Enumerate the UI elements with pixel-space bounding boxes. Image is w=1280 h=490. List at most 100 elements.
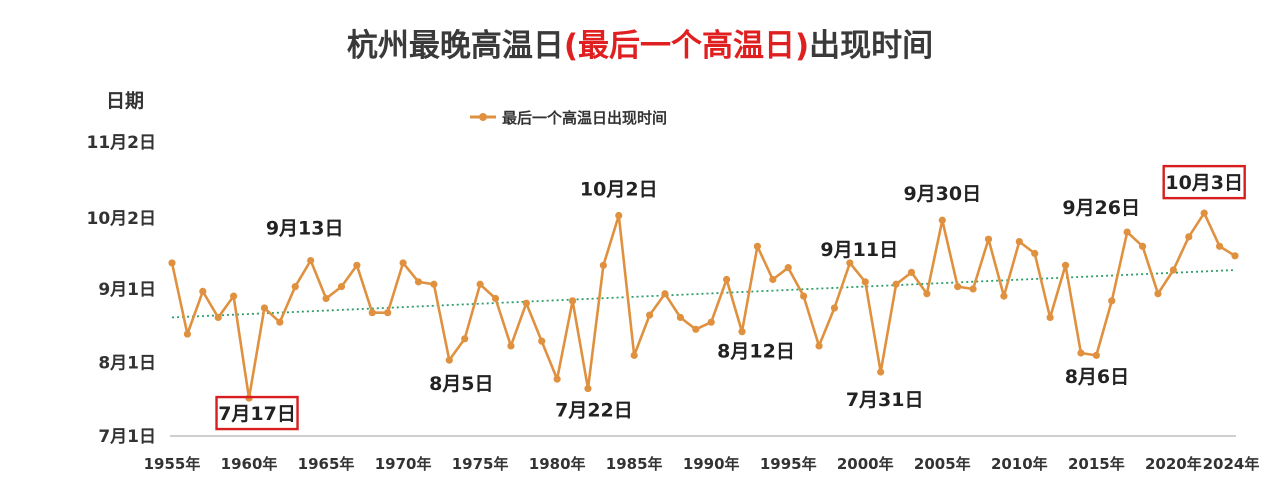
data-point xyxy=(1169,266,1177,274)
trend-line-layer xyxy=(171,269,1236,319)
data-point xyxy=(784,264,792,272)
x-tick-label: 2024年 xyxy=(1203,455,1260,473)
data-point xyxy=(230,292,238,300)
data-point xyxy=(584,384,592,393)
y-axis-label: 日期 xyxy=(106,90,144,112)
data-point xyxy=(1108,297,1116,305)
data-point xyxy=(1154,290,1162,298)
data-point xyxy=(538,337,546,345)
data-point xyxy=(877,368,885,376)
x-tick-label: 1995年 xyxy=(760,455,817,473)
annotation-label: 8月12日 xyxy=(717,341,795,363)
chart-title-suffix: 出现时间 xyxy=(809,28,933,64)
data-point xyxy=(276,318,284,326)
data-point xyxy=(461,335,469,343)
data-point xyxy=(553,375,561,383)
data-point xyxy=(630,351,638,359)
data-point xyxy=(892,280,900,288)
data-point xyxy=(1123,228,1131,236)
data-point xyxy=(645,311,654,319)
x-axis-ticks: 1955年 1960年 1965年 1970年 1975年 1980年 1985年 1990年… xyxy=(144,455,1260,473)
data-point xyxy=(337,283,346,291)
series-line xyxy=(170,211,1236,400)
y-tick-label: 7月1日 xyxy=(98,427,156,447)
data-point xyxy=(368,309,376,317)
data-point xyxy=(615,211,623,220)
data-point xyxy=(445,356,453,364)
x-tick-label: 1990年 xyxy=(683,455,740,473)
data-point xyxy=(568,297,577,305)
data-point xyxy=(1231,252,1239,260)
annotation-label: 8月5日 xyxy=(429,373,493,395)
chart-title: 杭州最晚高温日(最后一个高温日)出现时间 xyxy=(347,28,933,64)
annotation-label: 7月22日 xyxy=(555,400,633,422)
y-axis-ticks: 7月1日 8月1日 9月1日 10月2日 11月2日 xyxy=(87,133,157,447)
data-point xyxy=(599,261,607,269)
data-point xyxy=(830,304,839,312)
data-point xyxy=(1015,237,1023,246)
annotation-label: 9月13日 xyxy=(266,218,344,240)
annotation-label: 7月31日 xyxy=(846,389,924,411)
legend: 最后一个高温日出现时间 xyxy=(470,109,667,127)
data-point xyxy=(430,280,438,288)
data-point xyxy=(938,216,946,224)
data-point xyxy=(846,259,854,267)
data-point xyxy=(815,342,823,350)
data-point xyxy=(954,283,962,291)
data-point xyxy=(800,292,808,300)
x-tick-label: 2015年 xyxy=(1068,455,1125,473)
legend-label: 最后一个高温日出现时间 xyxy=(502,109,667,127)
annotation-highlight-box xyxy=(215,395,299,431)
data-point xyxy=(353,261,361,269)
annotation-label: 9月26日 xyxy=(1062,197,1140,219)
annotation-highlight-box xyxy=(1162,164,1246,200)
data-point xyxy=(260,304,269,312)
annotation-label: 9月11日 xyxy=(820,239,898,261)
x-tick-label: 1960年 xyxy=(221,455,278,473)
x-tick-label: 2000年 xyxy=(837,455,894,473)
y-tick-label: 8月1日 xyxy=(98,354,156,374)
data-point xyxy=(1077,349,1085,357)
data-point xyxy=(168,259,176,267)
y-tick-label: 9月1日 xyxy=(98,280,156,300)
data-point xyxy=(723,275,731,284)
annotation-label: 9月30日 xyxy=(903,183,981,205)
annotation-label: 10月3日 xyxy=(1165,172,1243,194)
data-point xyxy=(692,325,700,333)
data-point xyxy=(769,275,777,284)
x-tick-label: 1955年 xyxy=(144,455,201,473)
x-tick-label: 1975年 xyxy=(452,455,509,473)
x-tick-label: 2005年 xyxy=(914,455,971,473)
annotation-layer: 7月17日 9月13日 8月5日 7月22日 10月2日 8月12日 9月11日 7月31日 9… xyxy=(215,164,1246,431)
data-point xyxy=(923,290,931,298)
trend-line xyxy=(171,269,1236,319)
data-point xyxy=(1200,209,1208,217)
data-point xyxy=(522,299,530,307)
data-point xyxy=(738,328,746,336)
x-tick-label: 1985年 xyxy=(606,455,663,473)
series-layer xyxy=(168,209,1239,402)
data-point xyxy=(661,290,669,298)
data-point xyxy=(183,330,192,338)
chart-title-highlight: (最后一个高温日) xyxy=(564,28,809,64)
y-tick-label: 11月2日 xyxy=(87,133,157,153)
annotation-label: 7月17日 xyxy=(218,403,296,425)
chart-title-prefix: 杭州最晚高温日 xyxy=(347,28,564,64)
data-point xyxy=(1000,292,1008,300)
data-point xyxy=(907,268,916,277)
x-tick-label: 2010年 xyxy=(991,455,1048,473)
data-point xyxy=(399,259,407,267)
data-point xyxy=(1046,313,1054,322)
annotation-label: 10月2日 xyxy=(580,179,658,201)
data-point xyxy=(676,313,684,322)
data-point xyxy=(291,283,299,291)
data-point xyxy=(1185,233,1193,241)
data-point xyxy=(861,278,869,286)
data-point xyxy=(491,294,500,303)
data-point xyxy=(1061,261,1070,269)
data-point xyxy=(199,287,207,295)
data-point xyxy=(984,235,993,243)
data-point xyxy=(384,309,392,317)
data-point xyxy=(1138,242,1147,250)
